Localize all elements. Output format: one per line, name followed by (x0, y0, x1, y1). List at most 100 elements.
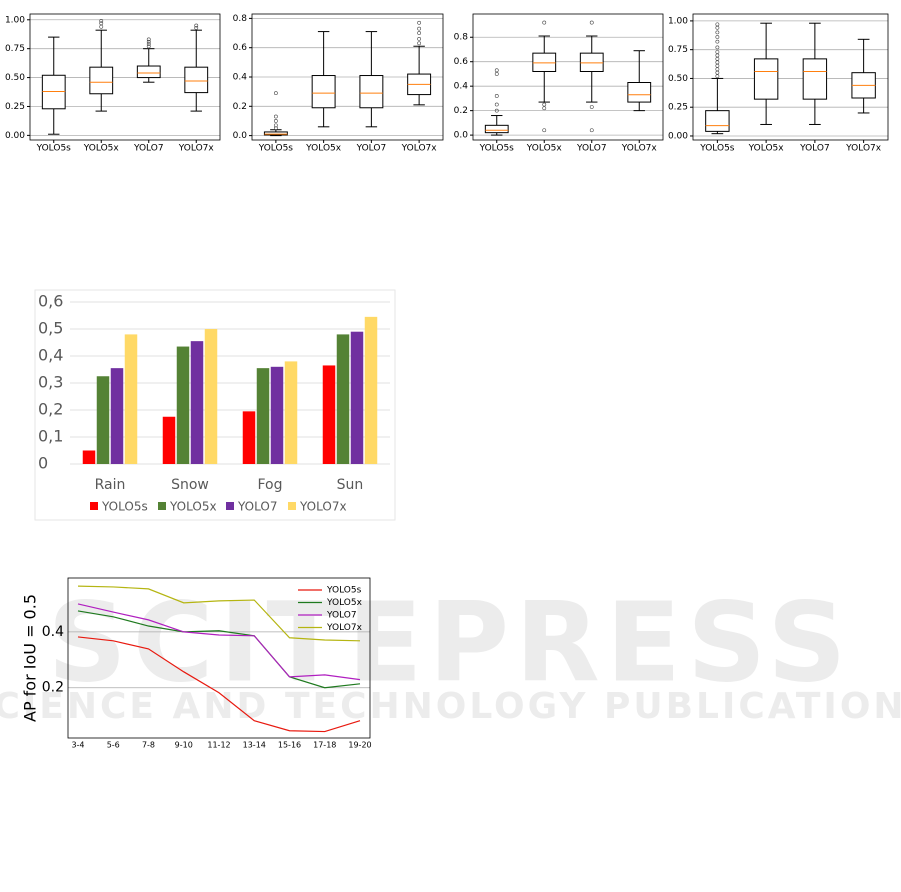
bar (256, 368, 270, 464)
flier (273, 123, 278, 128)
legend-label: YOLO5s (101, 500, 148, 514)
y-tick-label: 0.00 (668, 131, 688, 141)
y-tick-label: 0,6 (38, 292, 63, 311)
legend-swatch (90, 502, 98, 510)
bar (204, 329, 218, 464)
x-tick-label: YOLO5x (526, 144, 563, 154)
flier (417, 41, 422, 46)
flier (273, 119, 278, 123)
box (532, 52, 557, 72)
flier (589, 20, 594, 25)
flier (715, 74, 720, 79)
y-tick-label: 0.00 (5, 131, 25, 141)
x-tick-label: 9-10 (175, 741, 193, 750)
y-tick-label: 0.75 (668, 45, 688, 55)
flier (494, 108, 499, 113)
x-tick-label: YOLO7x (178, 144, 215, 154)
y-tick-label: 1.00 (5, 15, 25, 25)
y-tick-label: 0.4 (42, 624, 64, 640)
flier (715, 56, 720, 61)
plot-frame (692, 13, 889, 141)
y-tick-label: 0.25 (5, 102, 25, 112)
y-tick-label: 1.00 (668, 16, 688, 26)
legend-label: YOLO5s (326, 586, 362, 596)
line (77, 585, 361, 642)
bar (190, 341, 204, 464)
flier (146, 42, 151, 46)
legend-label: YOLO7x (299, 500, 347, 514)
plot-frame (472, 13, 664, 141)
box (89, 66, 114, 95)
flier (542, 106, 547, 111)
x-tick-label: 13-14 (243, 741, 266, 750)
box (753, 58, 779, 100)
flier (417, 31, 422, 35)
x-tick-label: Rain (95, 477, 126, 493)
box (359, 75, 384, 109)
bar (124, 334, 138, 464)
x-tick-label: 17-18 (313, 741, 336, 750)
x-tick-label: 15-16 (278, 741, 301, 750)
flier (542, 128, 547, 133)
y-tick-label: 0.75 (5, 44, 25, 54)
flier (715, 70, 720, 75)
box (41, 74, 66, 110)
y-tick-label: 0.50 (668, 74, 688, 84)
y-tick-label: 0,2 (38, 400, 63, 419)
x-tick-label: YOLO7 (576, 144, 607, 154)
flier (99, 24, 104, 29)
flier (715, 50, 720, 54)
x-tick-label: YOLO5s (36, 144, 72, 154)
legend-label: YOLO7x (326, 623, 363, 633)
bar (110, 368, 124, 464)
plot-frame (29, 13, 221, 141)
box (627, 82, 652, 103)
y-tick-label: 0.4 (454, 82, 469, 92)
flier (494, 72, 499, 76)
flier (194, 23, 199, 28)
flier (715, 60, 720, 65)
flier (715, 22, 720, 27)
line (77, 603, 361, 681)
watermark-title: SCITEPRESS (47, 578, 852, 706)
bar (364, 316, 378, 464)
legend-swatch (226, 502, 234, 510)
flier (417, 20, 422, 25)
y-tick-label: 0.8 (233, 14, 248, 24)
flier (715, 45, 720, 50)
y-tick-label: 0.50 (5, 73, 25, 83)
x-tick-label: 11-12 (207, 741, 230, 750)
x-tick-label: YOLO5x (305, 144, 342, 154)
y-tick-label: 0.4 (233, 73, 248, 83)
x-tick-label: YOLO7 (799, 144, 830, 154)
y-tick-label: 0,1 (38, 427, 63, 446)
x-tick-label: Sun (337, 477, 364, 493)
bar (162, 416, 176, 464)
x-tick-label: Snow (171, 477, 209, 493)
x-tick-label: Fog (257, 477, 282, 493)
plot-frame (67, 577, 371, 739)
box (311, 75, 336, 109)
flier (715, 25, 720, 30)
x-tick-label: YOLO5x (83, 144, 120, 154)
bar (82, 450, 96, 464)
legend-swatch (288, 502, 296, 510)
bar (96, 376, 110, 464)
flier (194, 25, 199, 30)
y-tick-label: 0.8 (454, 33, 469, 43)
flier (494, 102, 499, 107)
y-tick-label: 0,5 (38, 319, 63, 338)
x-tick-label: YOLO7x (621, 144, 658, 154)
line (77, 636, 361, 733)
bar (350, 331, 364, 464)
bar (242, 411, 256, 464)
y-tick-label: 0.2 (42, 680, 64, 696)
flier (715, 30, 720, 35)
y-tick-label: 0.6 (454, 57, 469, 67)
y-tick-label: 0.6 (233, 43, 248, 53)
flier (146, 39, 151, 44)
box (484, 124, 509, 134)
flier (589, 105, 594, 109)
flier (417, 26, 422, 31)
